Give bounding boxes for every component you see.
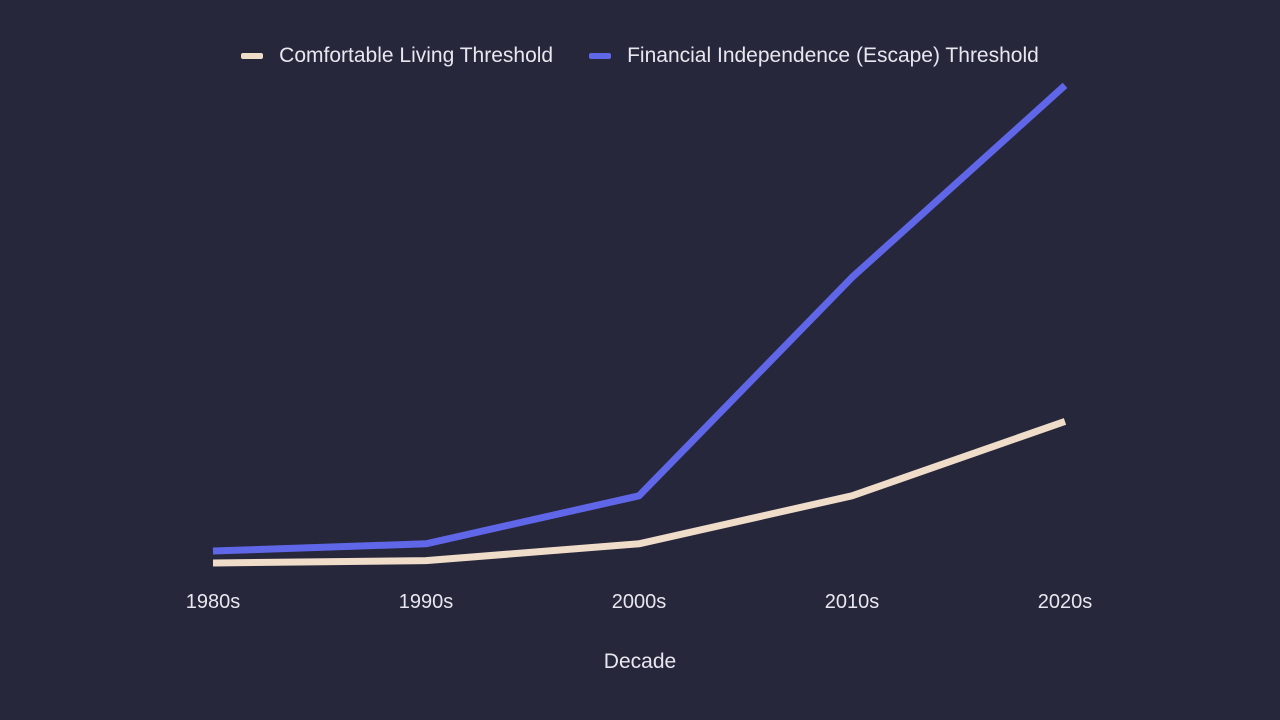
x-tick-label: 1990s	[399, 591, 454, 613]
legend-item-escape: Financial Independence (Escape) Threshol…	[589, 44, 1039, 68]
legend-label-comfortable: Comfortable Living Threshold	[279, 44, 554, 67]
legend-label-escape: Financial Independence (Escape) Threshol…	[627, 44, 1039, 67]
series-line-1	[212, 82, 1068, 555]
x-axis-ticks: 1980s 1990s 2000s 2010s 2020s	[186, 591, 1093, 613]
x-tick-label: 1980s	[186, 591, 241, 613]
series-line-0	[212, 418, 1067, 567]
x-tick-label: 2010s	[825, 591, 880, 613]
x-tick-label: 2000s	[612, 591, 667, 613]
legend: Comfortable Living Threshold Financial I…	[0, 44, 1280, 68]
legend-swatch-escape	[589, 53, 612, 59]
series-layer	[212, 82, 1068, 567]
x-tick-label: 2020s	[1038, 591, 1093, 613]
x-axis-title: Decade	[604, 650, 676, 673]
legend-swatch-comfortable	[241, 53, 264, 59]
legend-item-comfortable: Comfortable Living Threshold	[241, 44, 553, 68]
